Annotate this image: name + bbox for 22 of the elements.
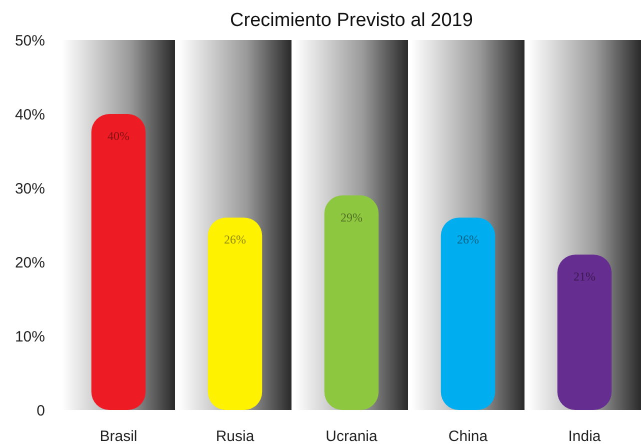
bar bbox=[440, 218, 496, 410]
y-tick-label: 20% bbox=[14, 254, 45, 272]
x-tick-label: India bbox=[568, 428, 602, 445]
y-tick-label: 50% bbox=[14, 32, 45, 50]
bar bbox=[91, 114, 146, 410]
data-label: 40% bbox=[108, 129, 130, 143]
x-tick-label: Ucrania bbox=[326, 428, 378, 445]
x-tick-label: Brasil bbox=[100, 428, 138, 445]
y-tick-label: 10% bbox=[14, 328, 45, 346]
data-label: 26% bbox=[224, 232, 246, 247]
x-tick-label: Rusia bbox=[216, 428, 255, 445]
y-tick-label: 0 bbox=[36, 402, 45, 420]
chart-title: Crecimiento Previsto al 2019 bbox=[230, 10, 473, 31]
bar bbox=[557, 254, 612, 410]
bar bbox=[208, 218, 262, 410]
y-tick-label: 30% bbox=[14, 180, 45, 198]
y-tick-label: 40% bbox=[14, 106, 45, 124]
data-label: 26% bbox=[457, 232, 479, 247]
bar bbox=[324, 195, 379, 410]
data-label: 21% bbox=[574, 270, 596, 284]
data-label: 29% bbox=[340, 210, 362, 224]
x-tick-label: China bbox=[448, 428, 488, 445]
